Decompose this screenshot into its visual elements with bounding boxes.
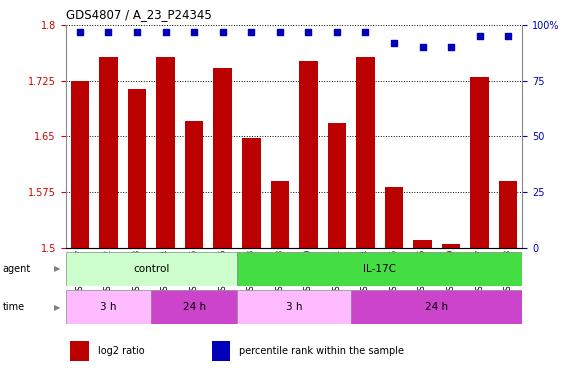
Text: ▶: ▶ [54,303,61,312]
Point [75,28,85,35]
Point [418,44,427,50]
Point [161,28,170,35]
Text: IL-17C: IL-17C [363,264,396,274]
Bar [328,123,346,248]
Bar [66,252,237,286]
Point [504,33,513,39]
Point [304,28,313,35]
Bar [299,61,317,248]
Bar [185,121,203,248]
Bar [71,81,89,248]
Text: ▶: ▶ [54,264,61,273]
Bar [442,244,460,248]
Bar [385,187,403,248]
Bar [356,57,375,248]
Text: agent: agent [3,264,31,274]
Point [332,28,341,35]
Bar [471,77,489,248]
Text: log2 ratio: log2 ratio [98,346,144,356]
Point [389,40,399,46]
Bar [413,240,432,248]
Point [132,28,142,35]
Bar [499,181,517,248]
Text: control: control [133,264,170,274]
Point [247,28,256,35]
Bar [70,341,89,361]
Point [275,28,284,35]
Text: GDS4807 / A_23_P24345: GDS4807 / A_23_P24345 [66,8,211,21]
Bar [351,290,522,324]
Bar [242,138,260,248]
Text: time: time [3,302,25,312]
Bar [214,68,232,248]
Text: 3 h: 3 h [100,302,116,312]
Text: 3 h: 3 h [286,302,302,312]
Bar [151,290,237,324]
Point [104,28,113,35]
Bar [99,57,118,248]
Bar [66,290,151,324]
Bar [271,181,289,248]
Point [447,44,456,50]
Text: 24 h: 24 h [183,302,206,312]
Bar [128,89,146,248]
Point [190,28,199,35]
Text: percentile rank within the sample: percentile rank within the sample [239,346,404,356]
Point [218,28,227,35]
Bar [237,290,351,324]
Text: 24 h: 24 h [425,302,448,312]
Bar [237,252,522,286]
Point [361,28,370,35]
Point [475,33,484,39]
Bar [212,341,230,361]
Bar [156,57,175,248]
